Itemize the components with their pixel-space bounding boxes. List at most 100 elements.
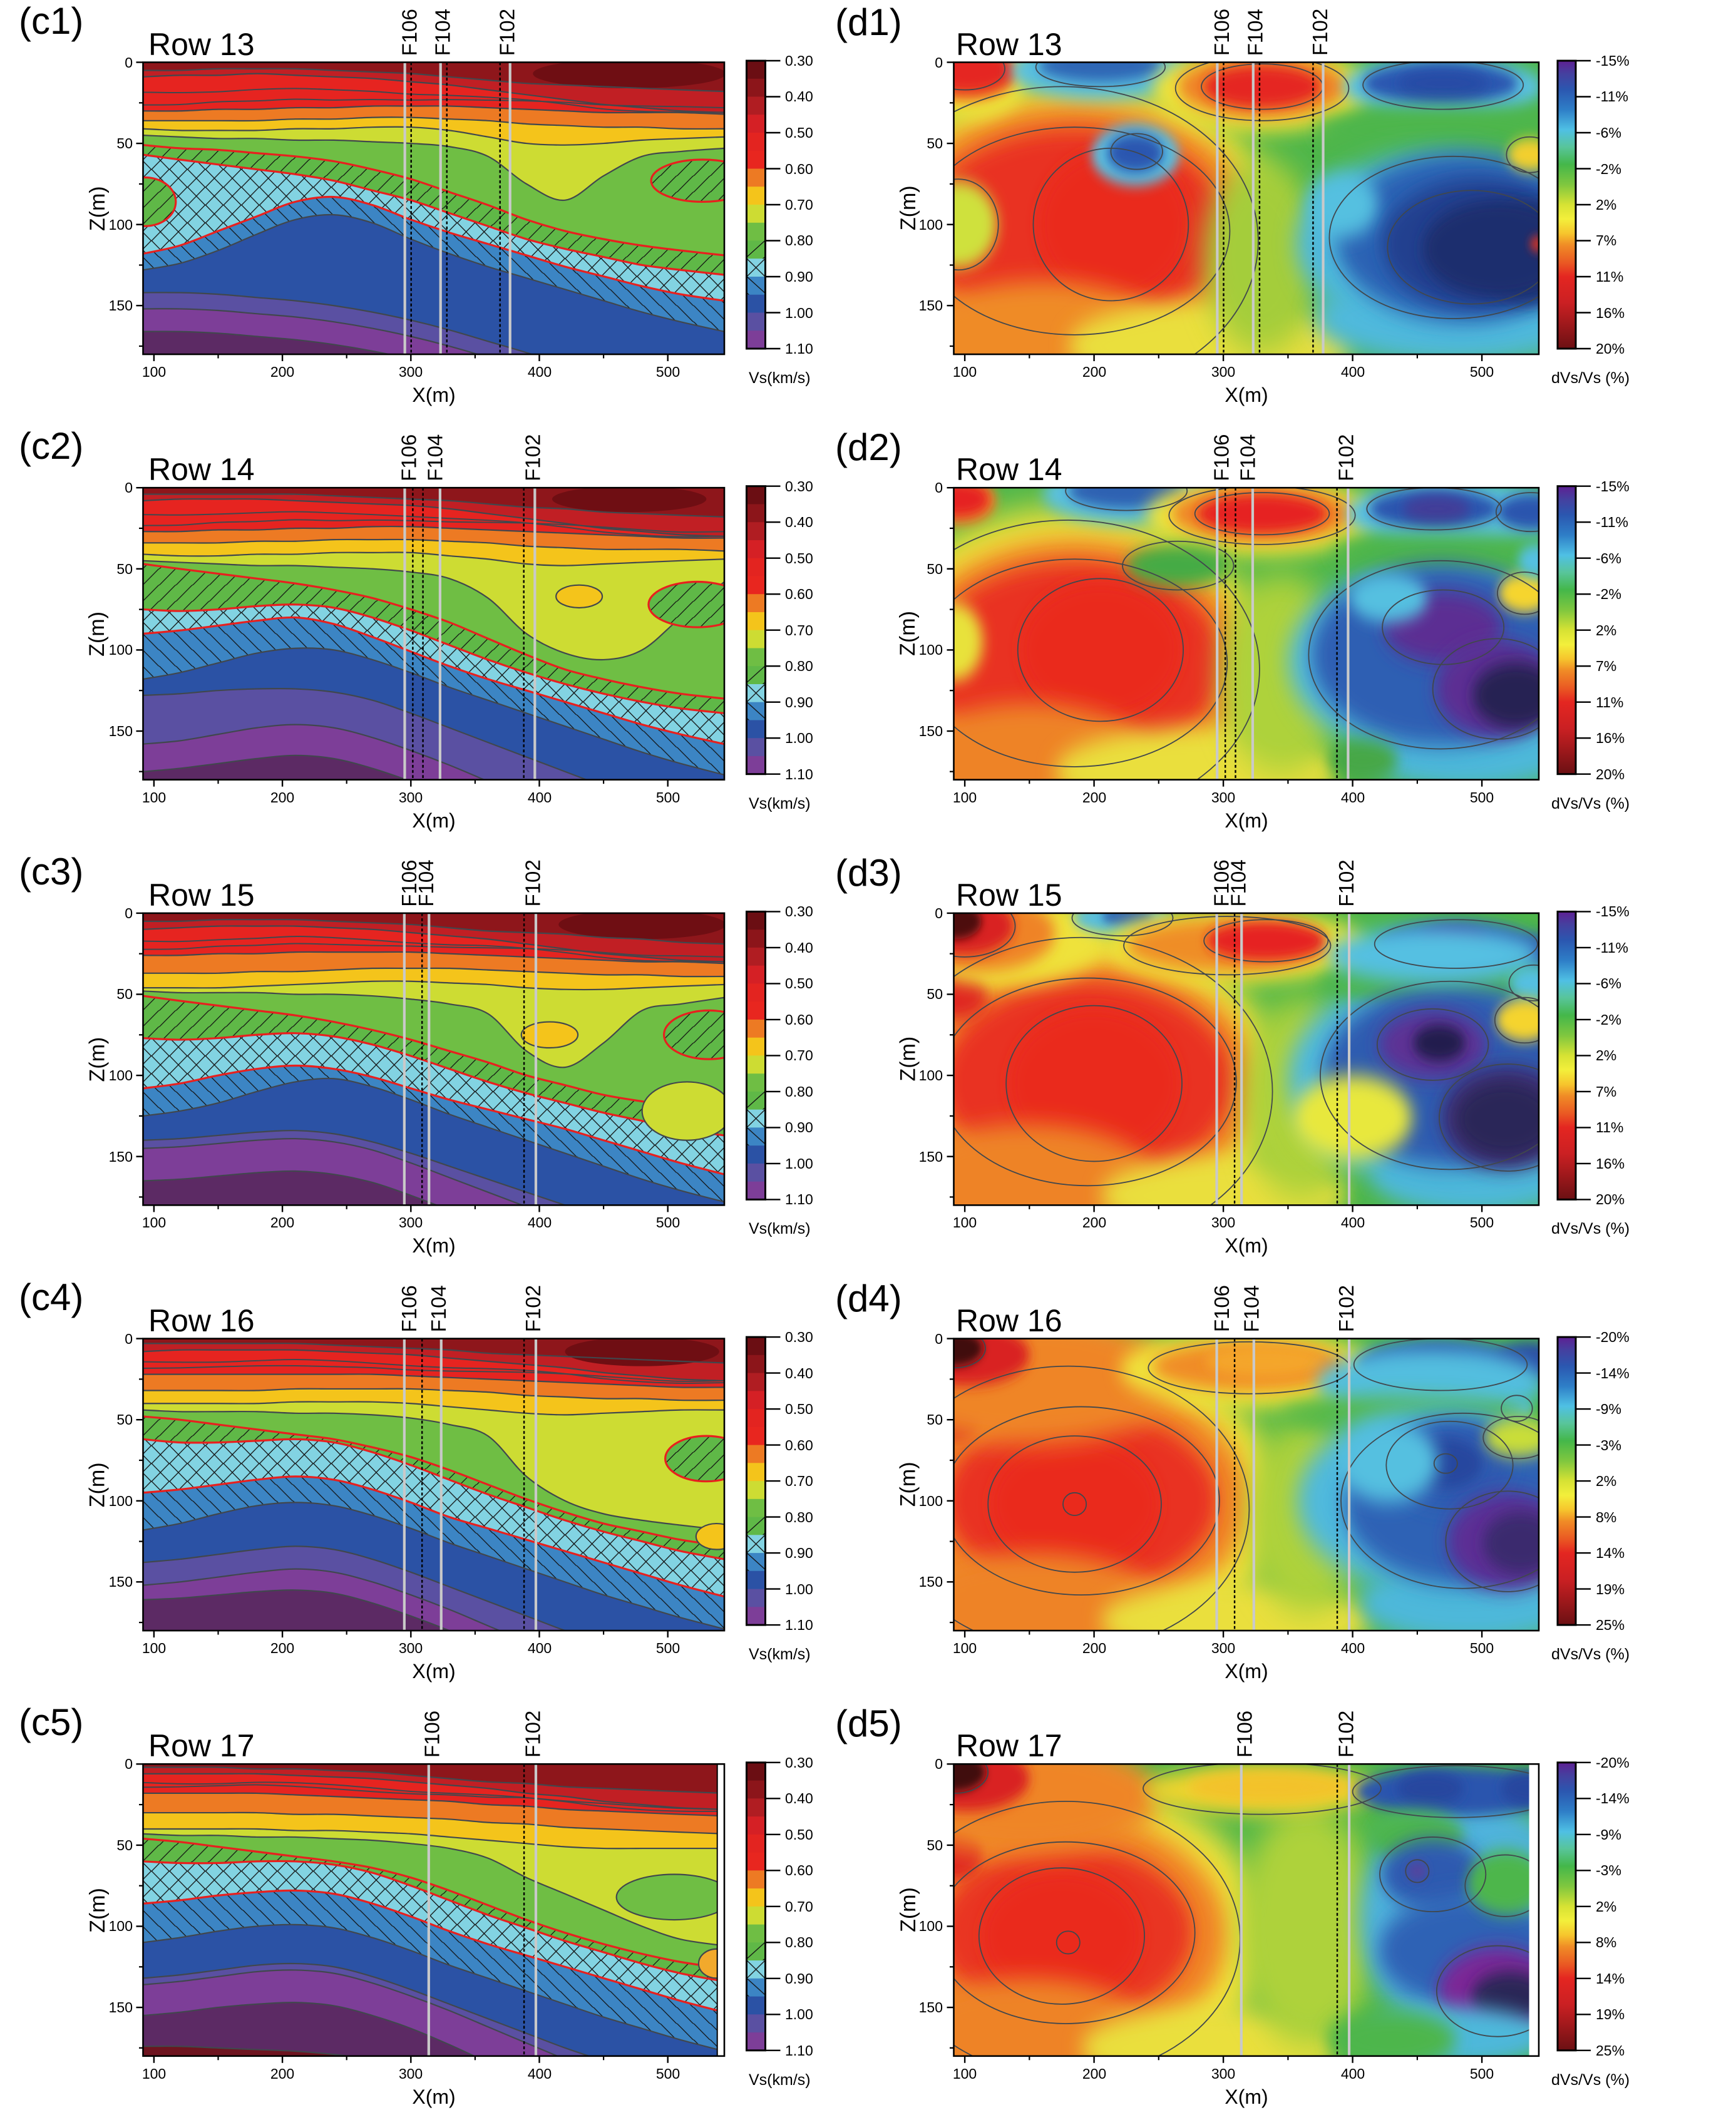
svg-text:200: 200 <box>1082 364 1106 380</box>
svg-text:150: 150 <box>109 297 133 314</box>
svg-text:F106: F106 <box>398 434 421 481</box>
svg-text:150: 150 <box>919 1149 943 1165</box>
svg-text:X(m): X(m) <box>1225 2086 1268 2108</box>
svg-text:0.30: 0.30 <box>785 1329 813 1345</box>
svg-text:Row 15: Row 15 <box>148 878 255 913</box>
svg-text:200: 200 <box>270 1640 294 1656</box>
svg-text:100: 100 <box>919 1918 943 1934</box>
svg-text:8%: 8% <box>1596 1509 1616 1525</box>
svg-text:Row 13: Row 13 <box>148 27 255 62</box>
svg-text:300: 300 <box>1211 789 1235 806</box>
svg-text:F104: F104 <box>1236 434 1260 481</box>
svg-text:500: 500 <box>1470 789 1494 806</box>
svg-text:0.40: 0.40 <box>785 940 813 956</box>
svg-text:100: 100 <box>109 1918 133 1934</box>
svg-text:100: 100 <box>142 1640 166 1656</box>
svg-text:400: 400 <box>528 1640 552 1656</box>
svg-text:0.70: 0.70 <box>785 1898 813 1915</box>
svg-text:X(m): X(m) <box>1225 809 1268 832</box>
svg-text:X(m): X(m) <box>412 1660 455 1682</box>
svg-text:200: 200 <box>1082 789 1106 806</box>
svg-text:Row 14: Row 14 <box>956 452 1062 487</box>
svg-text:0: 0 <box>935 54 943 71</box>
svg-text:0.60: 0.60 <box>785 586 813 602</box>
svg-text:-20%: -20% <box>1596 1329 1630 1345</box>
svg-text:dVs/Vs (%): dVs/Vs (%) <box>1551 1220 1630 1237</box>
svg-text:19%: 19% <box>1596 2006 1625 2022</box>
svg-text:0.50: 0.50 <box>785 550 813 566</box>
svg-text:F102: F102 <box>521 1711 544 1758</box>
svg-text:X(m): X(m) <box>1225 1660 1268 1682</box>
svg-text:0.30: 0.30 <box>785 478 813 494</box>
svg-text:300: 300 <box>399 1214 423 1231</box>
svg-text:1.00: 1.00 <box>785 730 813 746</box>
svg-text:500: 500 <box>1470 2066 1494 2082</box>
svg-text:500: 500 <box>656 2066 680 2082</box>
svg-text:-14%: -14% <box>1596 1790 1630 1806</box>
svg-text:-3%: -3% <box>1596 1437 1621 1453</box>
svg-text:7%: 7% <box>1596 658 1616 674</box>
svg-text:X(m): X(m) <box>412 1234 455 1257</box>
svg-text:150: 150 <box>919 1574 943 1590</box>
svg-text:Vs(km/s): Vs(km/s) <box>749 1646 811 1663</box>
svg-text:-2%: -2% <box>1596 586 1621 602</box>
svg-text:(d3): (d3) <box>835 852 902 894</box>
svg-text:0.80: 0.80 <box>785 232 813 248</box>
svg-text:F104: F104 <box>431 9 454 56</box>
svg-text:0.50: 0.50 <box>785 975 813 991</box>
svg-text:0.70: 0.70 <box>785 1047 813 1063</box>
svg-text:Z(m): Z(m) <box>896 1037 920 1082</box>
svg-text:F102: F102 <box>1335 859 1358 906</box>
svg-text:-11%: -11% <box>1596 940 1628 956</box>
svg-text:0.90: 0.90 <box>785 1119 813 1135</box>
svg-text:Row 17: Row 17 <box>956 1728 1062 1763</box>
svg-text:0: 0 <box>125 479 133 496</box>
svg-text:F104: F104 <box>423 434 446 481</box>
svg-text:0.70: 0.70 <box>785 1473 813 1489</box>
svg-text:1.10: 1.10 <box>785 766 813 782</box>
svg-text:Row 16: Row 16 <box>956 1303 1062 1338</box>
svg-text:(d2): (d2) <box>835 426 902 468</box>
svg-text:Z(m): Z(m) <box>86 1888 110 1933</box>
svg-text:50: 50 <box>116 561 133 577</box>
svg-text:X(m): X(m) <box>412 809 455 832</box>
svg-text:F106: F106 <box>398 860 421 907</box>
svg-text:0.40: 0.40 <box>785 514 813 530</box>
svg-text:F106: F106 <box>398 9 421 56</box>
svg-text:F104: F104 <box>427 1285 450 1332</box>
svg-text:(d1): (d1) <box>835 1 902 43</box>
svg-text:Vs(km/s): Vs(km/s) <box>749 369 811 387</box>
svg-text:0.80: 0.80 <box>785 1934 813 1950</box>
svg-text:100: 100 <box>919 1067 943 1083</box>
svg-text:400: 400 <box>528 364 552 380</box>
svg-text:F102: F102 <box>1335 1285 1358 1332</box>
svg-text:(c1): (c1) <box>19 0 83 42</box>
svg-text:1.10: 1.10 <box>785 1191 813 1207</box>
svg-text:150: 150 <box>919 297 943 314</box>
svg-text:7%: 7% <box>1596 1083 1616 1100</box>
svg-text:100: 100 <box>953 789 977 806</box>
svg-text:F102: F102 <box>1308 9 1332 56</box>
svg-text:1.10: 1.10 <box>785 1617 813 1633</box>
svg-text:0: 0 <box>935 1331 943 1347</box>
svg-text:0.30: 0.30 <box>785 53 813 69</box>
svg-text:200: 200 <box>270 789 294 806</box>
svg-text:-6%: -6% <box>1596 125 1621 141</box>
svg-text:0.90: 0.90 <box>785 1545 813 1561</box>
svg-text:300: 300 <box>399 364 423 380</box>
svg-text:-11%: -11% <box>1596 88 1628 105</box>
svg-text:200: 200 <box>270 1214 294 1231</box>
svg-text:(d5): (d5) <box>835 1703 902 1744</box>
svg-text:dVs/Vs (%): dVs/Vs (%) <box>1551 795 1630 812</box>
svg-text:50: 50 <box>927 1411 943 1428</box>
svg-text:150: 150 <box>109 1149 133 1165</box>
svg-text:500: 500 <box>656 364 680 380</box>
svg-text:-15%: -15% <box>1596 53 1630 69</box>
svg-text:-6%: -6% <box>1596 975 1621 991</box>
svg-text:Row 15: Row 15 <box>956 878 1062 913</box>
svg-text:2%: 2% <box>1596 1047 1616 1063</box>
svg-text:-9%: -9% <box>1596 1826 1621 1843</box>
svg-text:200: 200 <box>1082 2066 1106 2082</box>
svg-text:25%: 25% <box>1596 2042 1625 2059</box>
svg-text:1.00: 1.00 <box>785 1581 813 1597</box>
